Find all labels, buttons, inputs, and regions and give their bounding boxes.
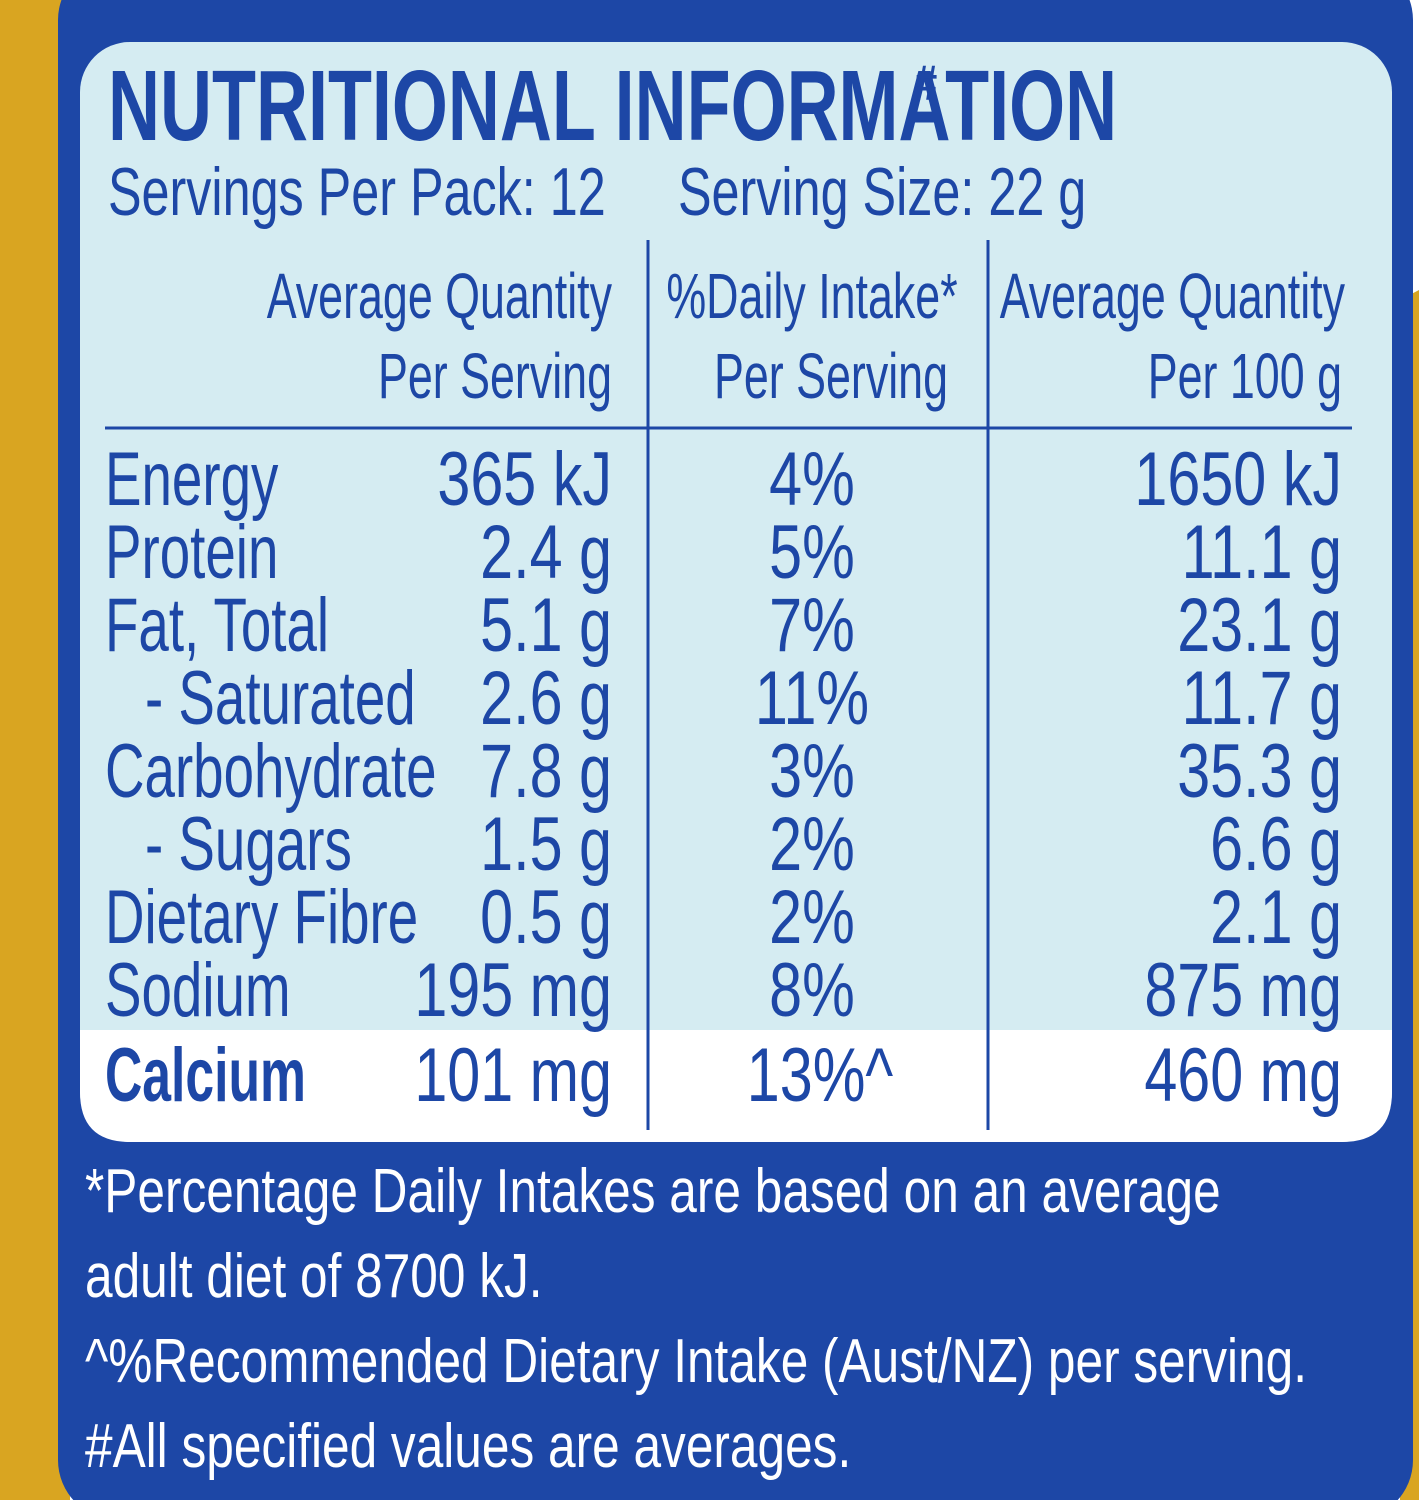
nutrient-name: Carbohydrate	[105, 729, 437, 814]
column-header: %Daily Intake*	[666, 260, 957, 332]
per-serving: 7.8 g	[480, 729, 612, 814]
daily-intake: 8%	[769, 948, 855, 1033]
per-serving: 365 kJ	[437, 437, 612, 522]
nutrient-name: Fat, Total	[105, 583, 329, 668]
per-100g: 1650 kJ	[1134, 437, 1342, 522]
per-100g: 875 mg	[1144, 948, 1342, 1033]
nutrient-name: - Saturated	[145, 656, 416, 741]
daily-intake: 7%	[769, 583, 855, 668]
column-header: Per Serving	[378, 340, 612, 412]
daily-intake: 3%	[769, 729, 855, 814]
nutrient-name: Energy	[105, 437, 278, 522]
servings-per-pack: Servings Per Pack: 12	[108, 154, 606, 230]
per-100g: 35.3 g	[1177, 729, 1342, 814]
per-100g: 11.7 g	[1182, 656, 1342, 741]
calcium-highlight	[80, 1030, 1392, 1142]
column-header: Average Quantity	[267, 260, 613, 332]
column-header: Per 100 g	[1148, 340, 1342, 412]
daily-intake: 5%	[769, 510, 855, 595]
per-serving: 1.5 g	[480, 802, 612, 887]
title: NUTRITIONAL INFORMATION	[108, 50, 1117, 161]
footnote: #All specified values are averages.	[85, 1411, 851, 1481]
per-100g: 11.1 g	[1182, 510, 1342, 595]
per-serving: 101 mg	[414, 1033, 612, 1118]
column-header: Average Quantity	[1000, 260, 1346, 332]
nutrient-name: Protein	[105, 510, 278, 595]
nutrient-name: - Sugars	[145, 802, 352, 887]
column-header: Per Serving	[714, 340, 948, 412]
per-serving: 2.4 g	[480, 510, 612, 595]
per-100g: 6.6 g	[1210, 802, 1342, 887]
daily-intake: 11%	[755, 656, 869, 741]
daily-intake: 4%	[769, 437, 855, 522]
footnote: ^%Recommended Dietary Intake (Aust/NZ) p…	[85, 1326, 1307, 1396]
footnote: *Percentage Daily Intakes are based on a…	[85, 1156, 1221, 1226]
serving-size: Serving Size: 22 g	[678, 154, 1086, 230]
table-panel	[80, 42, 1392, 1142]
footnote: adult diet of 8700 kJ.	[85, 1241, 543, 1311]
daily-intake: 2%	[769, 875, 855, 960]
daily-intake: 13%^	[747, 1033, 893, 1118]
nutrient-name: Sodium	[105, 948, 291, 1033]
nutrient-name: Calcium	[105, 1032, 306, 1117]
nutrient-name: Dietary Fibre	[105, 875, 418, 960]
per-100g: 2.1 g	[1210, 875, 1342, 960]
per-serving: 2.6 g	[480, 656, 612, 741]
per-serving: 5.1 g	[480, 583, 612, 668]
per-serving: 0.5 g	[480, 875, 612, 960]
per-100g: 23.1 g	[1177, 583, 1342, 668]
daily-intake: 2%	[769, 802, 855, 887]
per-100g: 460 mg	[1144, 1033, 1342, 1118]
title-mark: #	[915, 55, 937, 111]
per-serving: 195 mg	[414, 948, 612, 1033]
rules	[105, 240, 1352, 1130]
